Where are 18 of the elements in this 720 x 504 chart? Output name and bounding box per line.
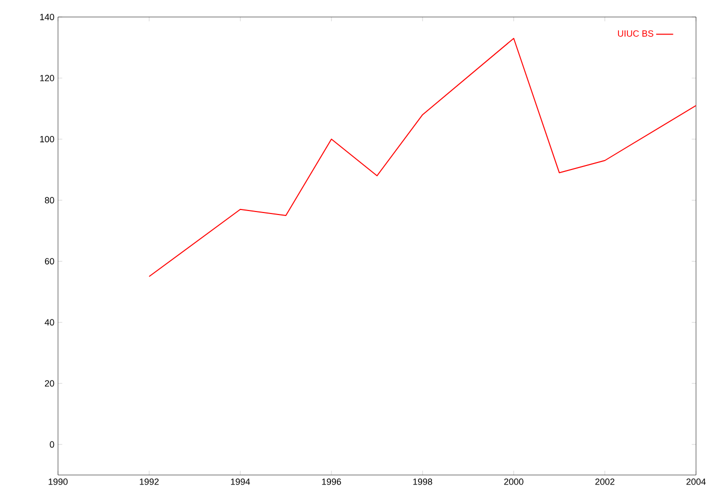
x-tick-label: 1994 (231, 478, 250, 485)
x-tick-label: 1998 (413, 478, 432, 485)
x-tick-label: 2002 (595, 478, 614, 485)
x-tick-label: 1996 (322, 478, 342, 485)
y-tick-label: 100 (40, 136, 54, 142)
legend-label: UIUC BS (618, 30, 654, 37)
y-tick-label: 40 (44, 319, 54, 326)
x-tick-label: 2004 (686, 478, 706, 485)
y-tick-label: 0 (50, 441, 54, 448)
line-series (148, 38, 696, 278)
y-tick-label: 20 (44, 380, 54, 387)
x-tick-label: 1992 (140, 478, 159, 485)
x-tick-label: 2000 (504, 478, 524, 485)
y-tick-label: 80 (44, 197, 54, 204)
y-tick-label: 140 (40, 14, 54, 20)
y-tick-label: 120 (40, 74, 54, 82)
x-tick-label: 1990 (48, 478, 68, 485)
y-tick-label: 60 (44, 258, 54, 264)
